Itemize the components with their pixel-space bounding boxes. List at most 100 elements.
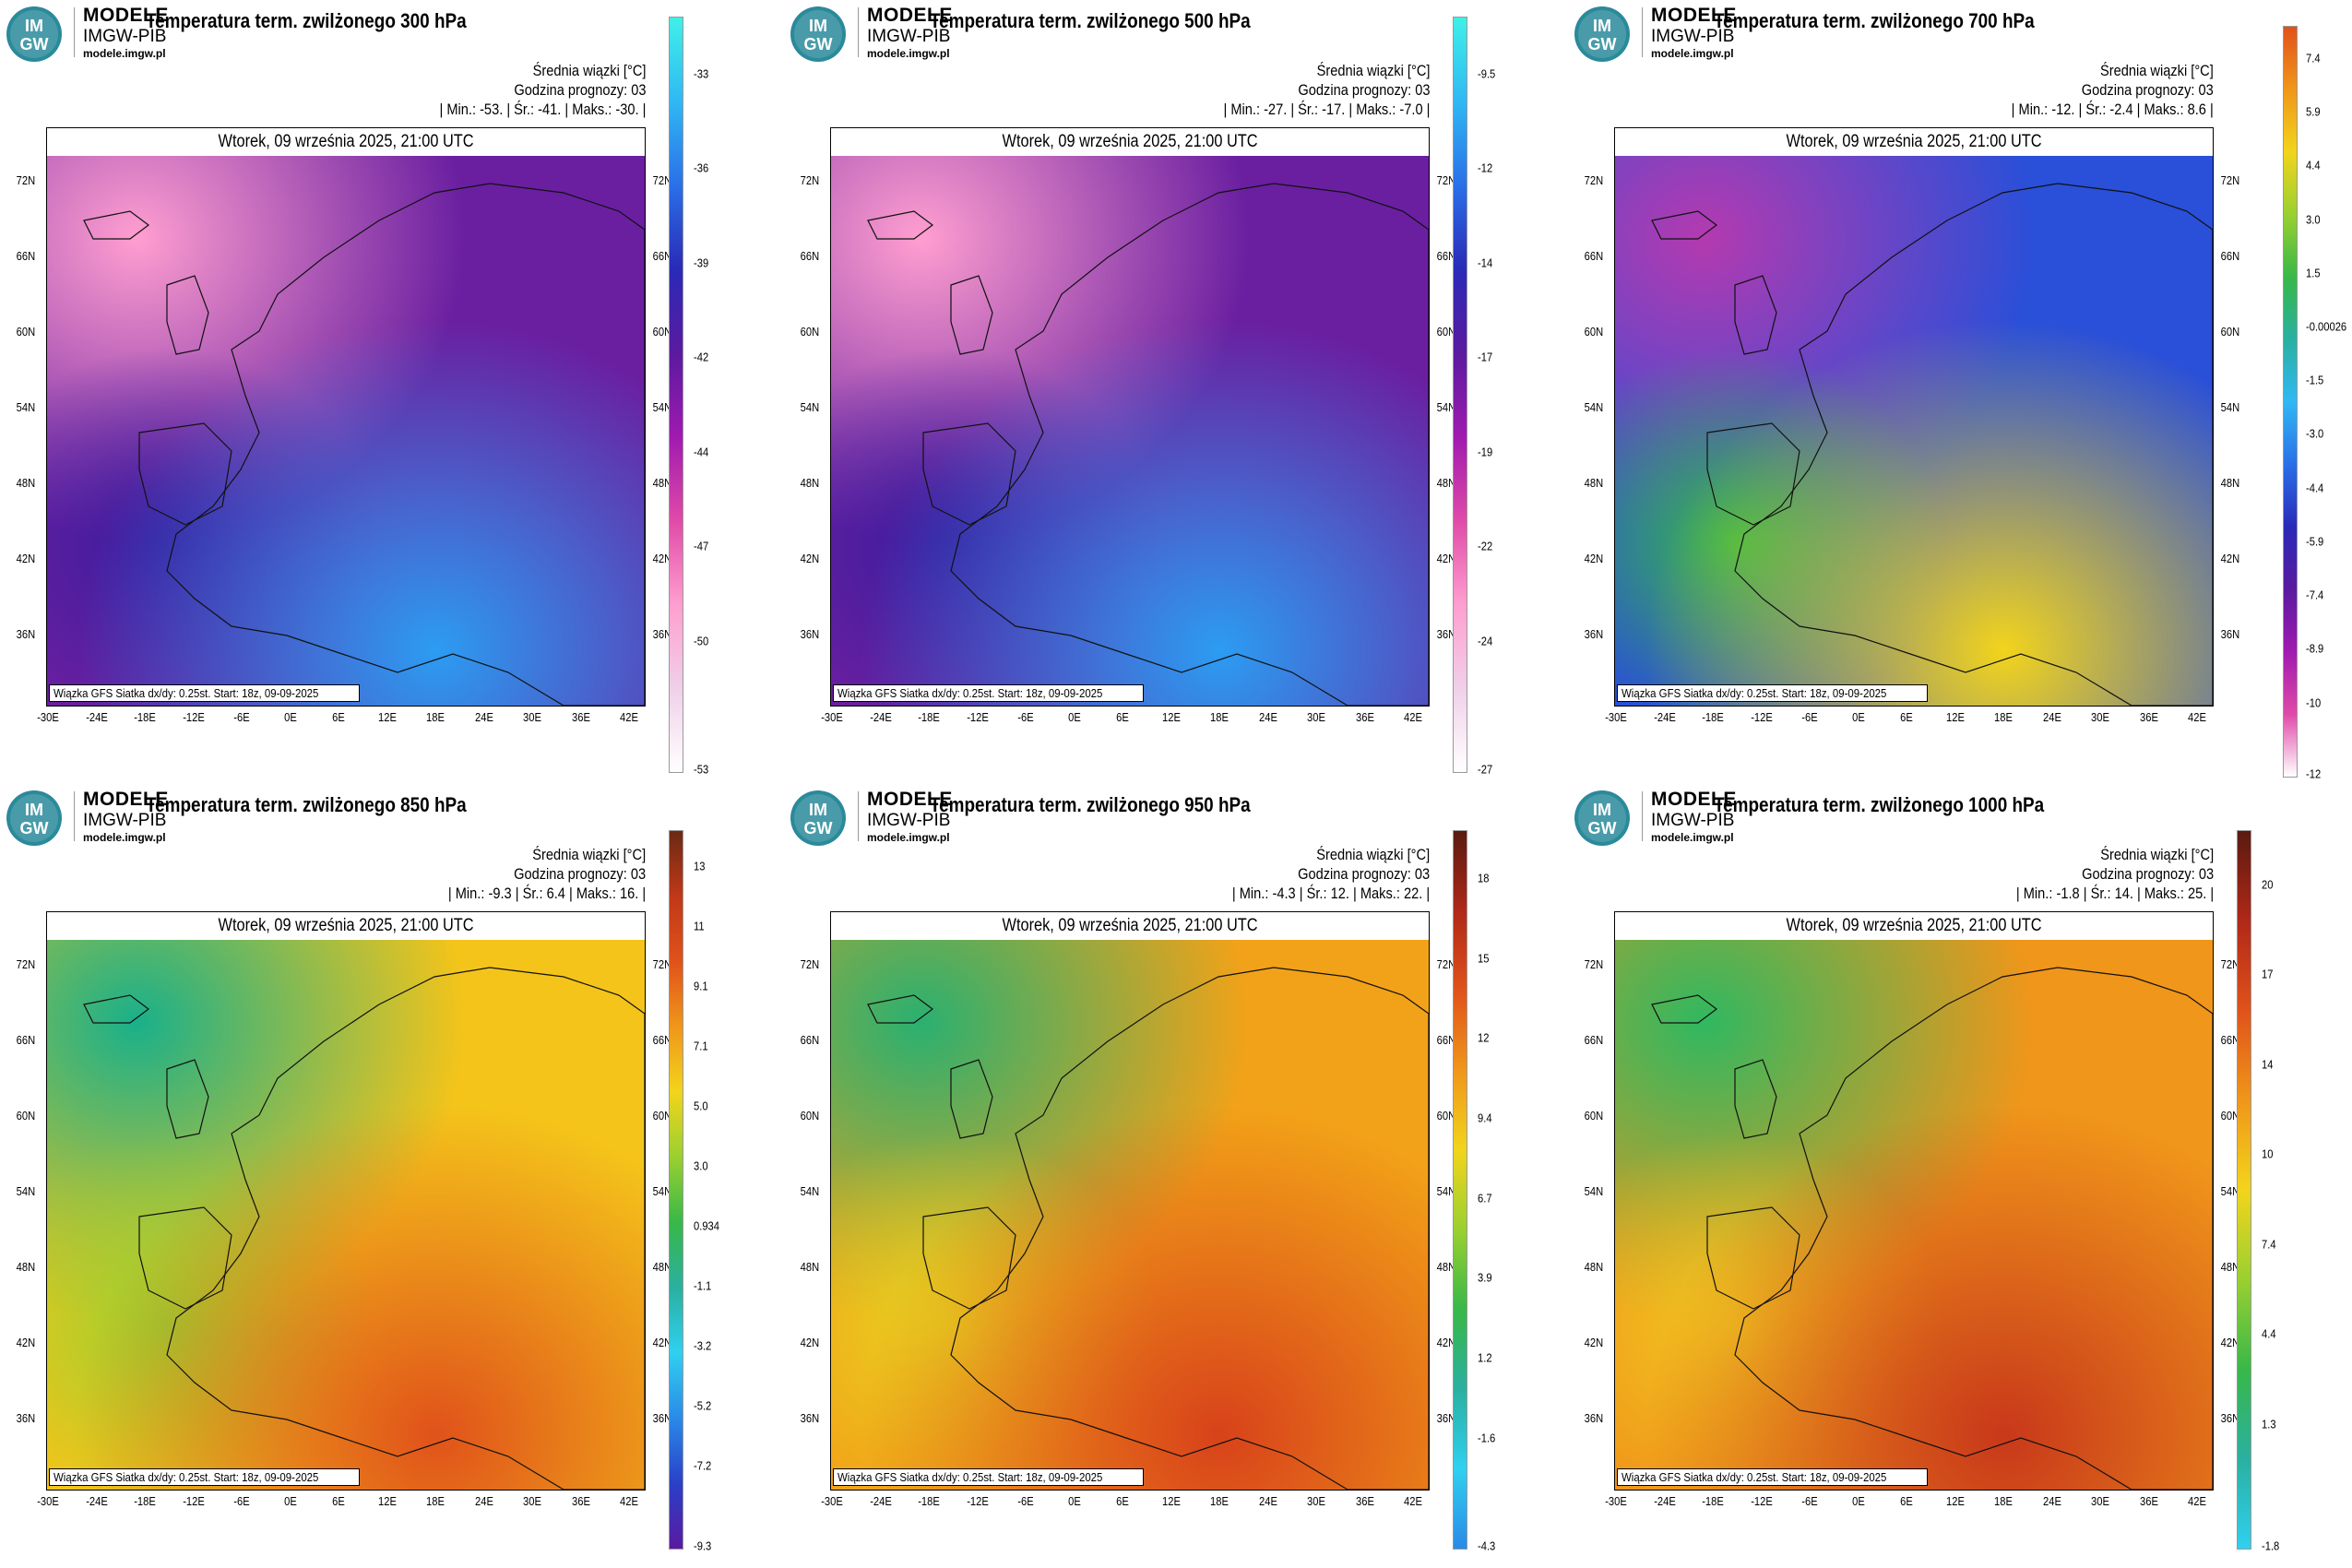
- coastline: [1706, 1206, 1800, 1310]
- latitude-label: 36N: [2220, 1411, 2240, 1425]
- longitude-label: -12E: [966, 1494, 989, 1508]
- scale-tick-label: -5.2: [694, 1398, 712, 1413]
- scale-tick-label: -12: [2306, 766, 2322, 781]
- scale-tick-label: -1.5: [2306, 373, 2324, 387]
- logo-line1: MODELE: [83, 789, 169, 810]
- scale-tick-label: 1.5: [2306, 266, 2321, 280]
- latitude-label: 60N: [1436, 1109, 1456, 1123]
- scale-tick-label: -5.9: [2306, 534, 2324, 549]
- svg-text:IM: IM: [1593, 17, 1611, 35]
- latitude-label: 60N: [2220, 325, 2240, 339]
- latitude-label: 36N: [16, 1411, 36, 1425]
- longitude-axis: -30E -24E -18E -12E -6E 0E 6E 12E 18E 24E 30E 36E 42…: [37, 710, 646, 729]
- mean-label: Średnia wiązki [°C]: [532, 62, 646, 79]
- logo-line2: IMGW-PIB: [867, 27, 951, 46]
- longitude-label: 0E: [283, 710, 297, 724]
- mean-label: Średnia wiązki [°C]: [2100, 846, 2214, 863]
- logo-divider: [1642, 7, 1643, 57]
- scale-tick-label: -19: [1478, 445, 1493, 458]
- temperature-map: Wiązka GFS Siatka dx/dy: 0.25st. Start: …: [831, 940, 1429, 1490]
- longitude-axis: -30E -24E -18E -12E -6E 0E 6E 12E 18E 24E 30E 36E 42…: [1605, 710, 2214, 729]
- latitude-label: 42N: [652, 552, 672, 565]
- scale-tick-label: 7.4: [2306, 51, 2321, 65]
- svg-text:GW: GW: [1588, 819, 1617, 837]
- latitude-label: 60N: [1584, 1109, 1604, 1123]
- longitude-label: 6E: [1116, 1494, 1129, 1508]
- coastline: [950, 967, 1429, 1490]
- latitude-label: 36N: [652, 1411, 672, 1425]
- imgw-logo-icon: IMGW: [1574, 790, 1630, 846]
- map-field: [47, 156, 645, 706]
- min-max-values: | Min.: -4.3 | Śr.: 12. | Maks.: 22. |: [1231, 885, 1430, 902]
- map-field: [831, 156, 1429, 706]
- scale-tick-label: 1.2: [1478, 1350, 1492, 1365]
- valid-date: Wtorek, 09 września 2025, 21:00 UTC: [1615, 912, 2213, 941]
- scale-tick-label: -39: [694, 255, 709, 269]
- map-frame: Wtorek, 09 września 2025, 21:00 UTC Wiązk…: [1614, 127, 2214, 707]
- mean-label: Średnia wiązki [°C]: [532, 846, 646, 863]
- stats-block: Średnia wiązki [°C] Godzina prognozy: 03 |…: [1223, 61, 1430, 119]
- scale-tick-label: 9.1: [694, 979, 708, 993]
- svg-text:IM: IM: [25, 801, 43, 819]
- latitude-label: 48N: [1584, 476, 1604, 490]
- longitude-label: -6E: [1017, 710, 1034, 724]
- longitude-label: 0E: [1067, 1494, 1081, 1508]
- coastline: [166, 275, 209, 355]
- longitude-label: 42E: [1404, 1494, 1422, 1508]
- forecast-panel: IM GW MODELE IMGW-PIB modele.imgw.pl Temperat…: [1568, 0, 2352, 784]
- map-field: [1615, 156, 2213, 706]
- model-footnote: Wiązka GFS Siatka dx/dy: 0.25st. Start: …: [833, 684, 1144, 702]
- longitude-label: -24E: [869, 710, 892, 724]
- longitude-label: 24E: [474, 710, 493, 724]
- scale-tick-label: -1.6: [1478, 1431, 1496, 1445]
- logo-line3: modele.imgw.pl: [867, 47, 950, 60]
- latitude-label: 66N: [800, 1033, 820, 1047]
- latitude-label: 66N: [1436, 249, 1456, 263]
- longitude-label: 30E: [523, 710, 541, 724]
- svg-text:GW: GW: [1588, 35, 1617, 53]
- longitude-label: -6E: [233, 710, 250, 724]
- scale-tick-label: 9.4: [1478, 1111, 1492, 1125]
- scale-tick-label: 4.4: [2262, 1326, 2276, 1341]
- longitude-label: 24E: [474, 1494, 493, 1508]
- panel-title: Temperatura term. zwilżonego 300 hPa: [146, 9, 467, 32]
- latitude-label: 36N: [16, 627, 36, 641]
- latitude-label: 72N: [2220, 957, 2240, 971]
- longitude-label: -12E: [1750, 710, 1773, 724]
- svg-text:GW: GW: [804, 35, 833, 53]
- map-frame: Wtorek, 09 września 2025, 21:00 UTC Wiązk…: [46, 127, 646, 707]
- logo-line2: IMGW-PIB: [867, 811, 951, 830]
- coastline: [138, 1206, 232, 1310]
- longitude-label: 12E: [1161, 1494, 1181, 1508]
- scale-tick-label: 17: [2262, 967, 2274, 981]
- scale-tick-label: 3.9: [1478, 1270, 1492, 1285]
- latitude-label: 42N: [800, 552, 820, 565]
- scale-tick-label: 5.0: [694, 1099, 708, 1113]
- coastline: [950, 1059, 993, 1139]
- logo-line2: IMGW-PIB: [1651, 27, 1735, 46]
- longitude-label: -12E: [1750, 1494, 1773, 1508]
- latitude-label: 66N: [1584, 1033, 1604, 1047]
- longitude-label: -30E: [821, 1494, 843, 1508]
- map-field: [831, 940, 1429, 1490]
- forecast-hour: Godzina prognozy: 03: [1297, 865, 1430, 883]
- min-max-values: | Min.: -12. | Śr.: -2.4 | Maks.: 8.6 |: [2011, 101, 2214, 118]
- scale-tick-label: -50: [694, 634, 709, 647]
- longitude-label: 6E: [332, 710, 345, 724]
- latitude-label: 42N: [1436, 552, 1456, 565]
- longitude-label: -24E: [1653, 1494, 1676, 1508]
- map-field: [47, 940, 645, 1490]
- latitude-label: 60N: [652, 1109, 672, 1123]
- logo-text: MODELE IMGW-PIB modele.imgw.pl: [1651, 6, 1737, 59]
- latitude-label: 42N: [2220, 552, 2240, 565]
- min-max-values: | Min.: -1.8 | Śr.: 14. | Maks.: 25. |: [2015, 885, 2214, 902]
- stats-block: Średnia wiązki [°C] Godzina prognozy: 03 |…: [2016, 845, 2214, 903]
- longitude-label: 0E: [1851, 1494, 1865, 1508]
- latitude-label: 60N: [652, 325, 672, 339]
- scale-tick-label: 3.0: [2306, 212, 2321, 227]
- model-footnote: Wiązka GFS Siatka dx/dy: 0.25st. Start: …: [49, 684, 360, 702]
- logo-line3: modele.imgw.pl: [83, 831, 166, 844]
- logo-line3: modele.imgw.pl: [867, 831, 950, 844]
- coastline: [166, 967, 645, 1490]
- longitude-label: 18E: [1210, 710, 1229, 724]
